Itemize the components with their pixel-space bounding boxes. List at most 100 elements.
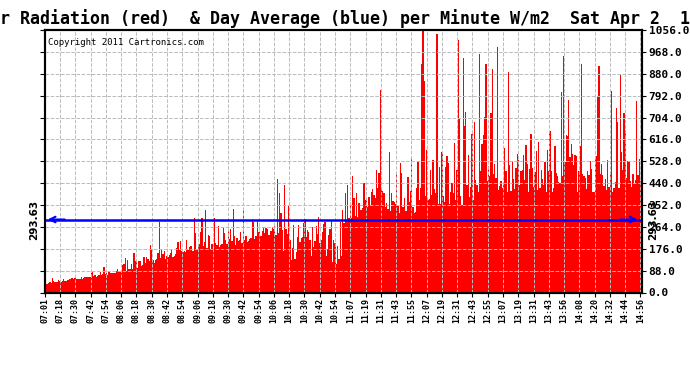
Bar <box>197 248 199 292</box>
Bar <box>592 192 593 292</box>
Bar <box>231 241 233 292</box>
Bar <box>258 232 259 292</box>
Bar <box>627 161 629 292</box>
Bar <box>87 277 88 292</box>
Bar <box>355 216 356 292</box>
Bar <box>557 176 558 292</box>
Bar <box>174 256 175 292</box>
Bar <box>287 234 288 292</box>
Bar <box>157 253 159 292</box>
Bar <box>591 169 592 292</box>
Bar <box>274 225 275 292</box>
Bar <box>396 172 397 292</box>
Bar <box>533 187 534 292</box>
Bar <box>633 184 635 292</box>
Bar <box>182 252 184 292</box>
Bar <box>366 198 367 292</box>
Bar <box>336 264 337 292</box>
Bar <box>268 235 269 292</box>
Bar <box>578 171 580 292</box>
Bar <box>151 250 152 292</box>
Bar <box>497 190 499 292</box>
Bar <box>564 162 566 292</box>
Bar <box>315 226 317 292</box>
Bar <box>513 179 514 292</box>
Bar <box>477 192 479 292</box>
Bar <box>577 192 578 292</box>
Bar <box>617 122 618 292</box>
Bar <box>386 203 387 292</box>
Bar <box>145 263 146 292</box>
Bar <box>86 277 87 292</box>
Bar <box>415 213 416 292</box>
Bar <box>344 193 346 292</box>
Bar <box>502 188 503 292</box>
Bar <box>413 213 415 292</box>
Bar <box>108 271 110 292</box>
Bar <box>596 156 597 292</box>
Bar <box>455 200 456 292</box>
Bar <box>148 261 150 292</box>
Bar <box>55 282 57 292</box>
Bar <box>520 171 522 292</box>
Bar <box>159 222 160 292</box>
Bar <box>618 188 620 292</box>
Bar <box>506 192 508 292</box>
Bar <box>629 162 630 292</box>
Bar <box>257 220 258 292</box>
Bar <box>115 273 116 292</box>
Bar <box>210 249 211 292</box>
Bar <box>583 176 584 292</box>
Bar <box>249 239 250 292</box>
Bar <box>626 178 627 292</box>
Bar <box>484 117 485 292</box>
Bar <box>508 72 509 292</box>
Bar <box>364 200 366 292</box>
Bar <box>244 240 245 292</box>
Bar <box>76 279 77 292</box>
Bar <box>388 152 390 292</box>
Bar <box>117 269 119 292</box>
Bar <box>105 274 106 292</box>
Bar <box>194 218 195 292</box>
Bar <box>542 178 543 292</box>
Bar <box>499 186 500 292</box>
Bar <box>229 239 230 292</box>
Bar <box>562 176 563 292</box>
Bar <box>297 237 298 292</box>
Bar <box>204 242 205 292</box>
Bar <box>176 248 177 292</box>
Bar <box>640 181 641 292</box>
Bar <box>270 231 272 292</box>
Bar <box>304 219 306 292</box>
Bar <box>70 278 72 292</box>
Bar <box>230 229 231 292</box>
Bar <box>102 274 103 292</box>
Bar <box>589 160 591 292</box>
Bar <box>622 170 624 292</box>
Bar <box>417 162 419 292</box>
Bar <box>375 198 376 292</box>
Bar <box>620 75 621 292</box>
Bar <box>248 242 249 292</box>
Bar <box>352 176 353 292</box>
Bar <box>266 229 268 292</box>
Bar <box>126 271 127 292</box>
Bar <box>456 170 457 292</box>
Bar <box>180 241 181 292</box>
Bar <box>332 262 333 292</box>
Bar <box>250 238 252 292</box>
Bar <box>531 134 532 292</box>
Bar <box>246 242 248 292</box>
Bar <box>205 210 206 292</box>
Bar <box>632 174 633 292</box>
Bar <box>328 235 329 292</box>
Bar <box>110 273 111 292</box>
Bar <box>279 193 280 292</box>
Bar <box>572 154 573 292</box>
Bar <box>252 221 253 292</box>
Bar <box>425 196 426 292</box>
Bar <box>240 232 241 292</box>
Bar <box>517 154 518 292</box>
Bar <box>359 210 361 292</box>
